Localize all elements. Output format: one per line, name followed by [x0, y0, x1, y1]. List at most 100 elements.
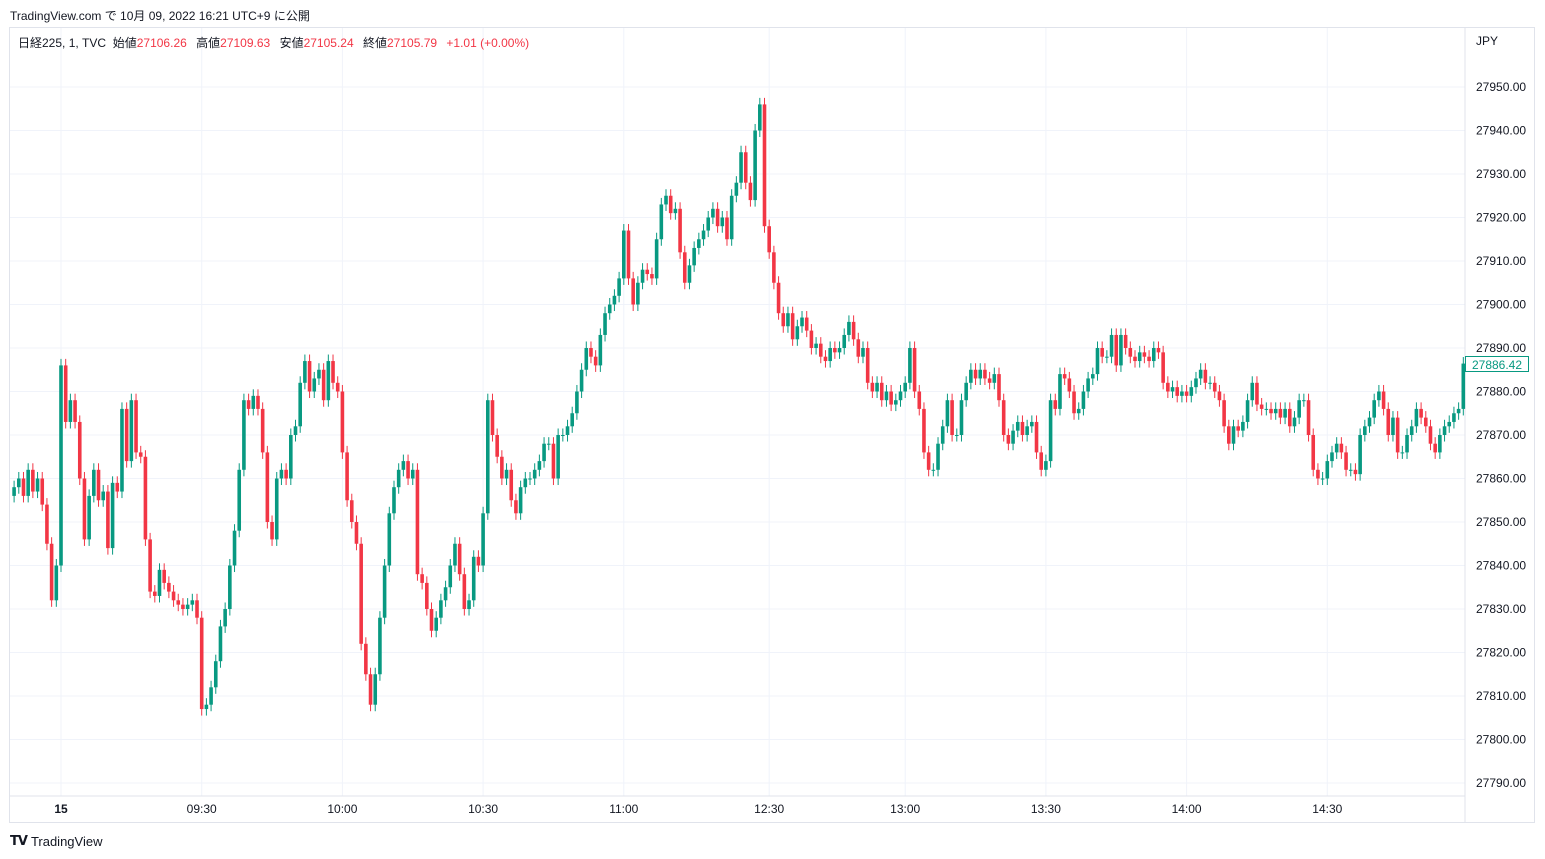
candle-body — [298, 382, 302, 427]
candle — [284, 463, 288, 486]
candle — [1414, 402, 1419, 433]
candle — [251, 389, 256, 416]
candle-body — [1189, 387, 1194, 396]
candle-body — [331, 361, 335, 383]
candle — [443, 580, 448, 607]
price-tick: 27890.00 — [1476, 341, 1526, 355]
candle — [758, 97, 762, 138]
candle — [1302, 393, 1306, 407]
candle-body — [1391, 417, 1395, 435]
candle-body — [256, 395, 260, 409]
candle-body — [579, 369, 584, 392]
candle — [743, 145, 748, 190]
candle-body — [1348, 469, 1353, 471]
candle — [1447, 415, 1452, 433]
candle — [1212, 376, 1217, 399]
candle-body — [729, 195, 734, 240]
price-tick: 27930.00 — [1476, 167, 1526, 181]
published-info: TradingView.com で 10月 09, 2022 16:21 UTC… — [10, 9, 310, 23]
candle-body — [185, 604, 190, 609]
candle — [331, 354, 335, 390]
candle — [1147, 350, 1151, 368]
candle-body — [307, 361, 312, 392]
candle-body — [753, 130, 757, 201]
candle — [349, 493, 354, 529]
candle-body — [851, 321, 856, 340]
candle — [1344, 445, 1348, 477]
candle — [668, 189, 673, 220]
candle-body — [842, 334, 847, 348]
candle — [162, 563, 166, 590]
candle-body — [1395, 417, 1400, 453]
candle-body — [1011, 430, 1015, 444]
candle-body — [959, 400, 964, 435]
grid — [10, 28, 1466, 822]
candle — [987, 371, 992, 390]
time-tick: 14:30 — [1312, 802, 1342, 816]
candle-body — [223, 609, 227, 627]
candle — [1292, 411, 1297, 433]
candle — [823, 350, 828, 368]
candle — [579, 363, 584, 399]
candle — [908, 341, 912, 390]
candle-body — [1461, 363, 1466, 409]
candle-body — [82, 478, 87, 540]
candle — [1452, 406, 1456, 429]
footer-brand[interactable]: 𝗧𝗩 TradingView — [10, 833, 102, 849]
candle — [528, 471, 532, 486]
candle-body — [1292, 417, 1297, 427]
candle — [1091, 367, 1095, 385]
candle — [1358, 428, 1362, 481]
candle — [485, 393, 490, 520]
candle — [106, 485, 110, 555]
candle-body — [1072, 391, 1076, 414]
candle-body — [1025, 426, 1029, 435]
candle — [1363, 419, 1367, 442]
low-label: 安値 — [279, 36, 304, 50]
candle — [1180, 384, 1184, 403]
candle-body — [420, 574, 424, 583]
candle — [312, 371, 317, 399]
candle — [940, 419, 945, 451]
candle — [199, 611, 204, 716]
close-value: 27105.79 — [387, 36, 438, 50]
candle — [992, 367, 997, 390]
candle — [49, 537, 54, 607]
candle-body — [1372, 400, 1376, 418]
candle — [1175, 380, 1180, 403]
brand-name: TradingView — [30, 833, 103, 849]
candle-body — [659, 204, 664, 240]
candle — [570, 406, 575, 433]
candle-body — [401, 461, 406, 470]
candle — [471, 550, 476, 607]
price-tick: 27870.00 — [1476, 428, 1526, 442]
chart-pane[interactable] — [9, 27, 1535, 823]
candle-body — [467, 600, 471, 609]
candle — [800, 311, 804, 333]
candle — [917, 384, 922, 416]
candle-body — [1316, 469, 1320, 479]
symbol-label[interactable]: 日経225, 1, TVC — [18, 36, 107, 50]
candle-body — [1044, 461, 1048, 470]
candle-body — [35, 478, 40, 492]
time-tick: 12:30 — [754, 802, 784, 816]
candle-body — [818, 343, 823, 357]
candle-body — [1180, 391, 1184, 396]
candle-body — [640, 269, 645, 283]
price-tick: 27810.00 — [1476, 689, 1526, 703]
price-tick: 27790.00 — [1476, 776, 1526, 790]
candle — [265, 445, 270, 529]
candle-body — [528, 478, 532, 480]
candle — [279, 463, 284, 486]
candle-body — [514, 500, 518, 514]
candle — [406, 454, 410, 486]
candle — [45, 498, 49, 551]
candle-body — [1095, 348, 1100, 375]
candle-body — [837, 348, 842, 353]
candle-body — [969, 369, 973, 383]
candle-body — [382, 565, 387, 618]
candle-body — [378, 617, 382, 675]
candle-body — [734, 182, 739, 196]
candle — [232, 524, 237, 573]
